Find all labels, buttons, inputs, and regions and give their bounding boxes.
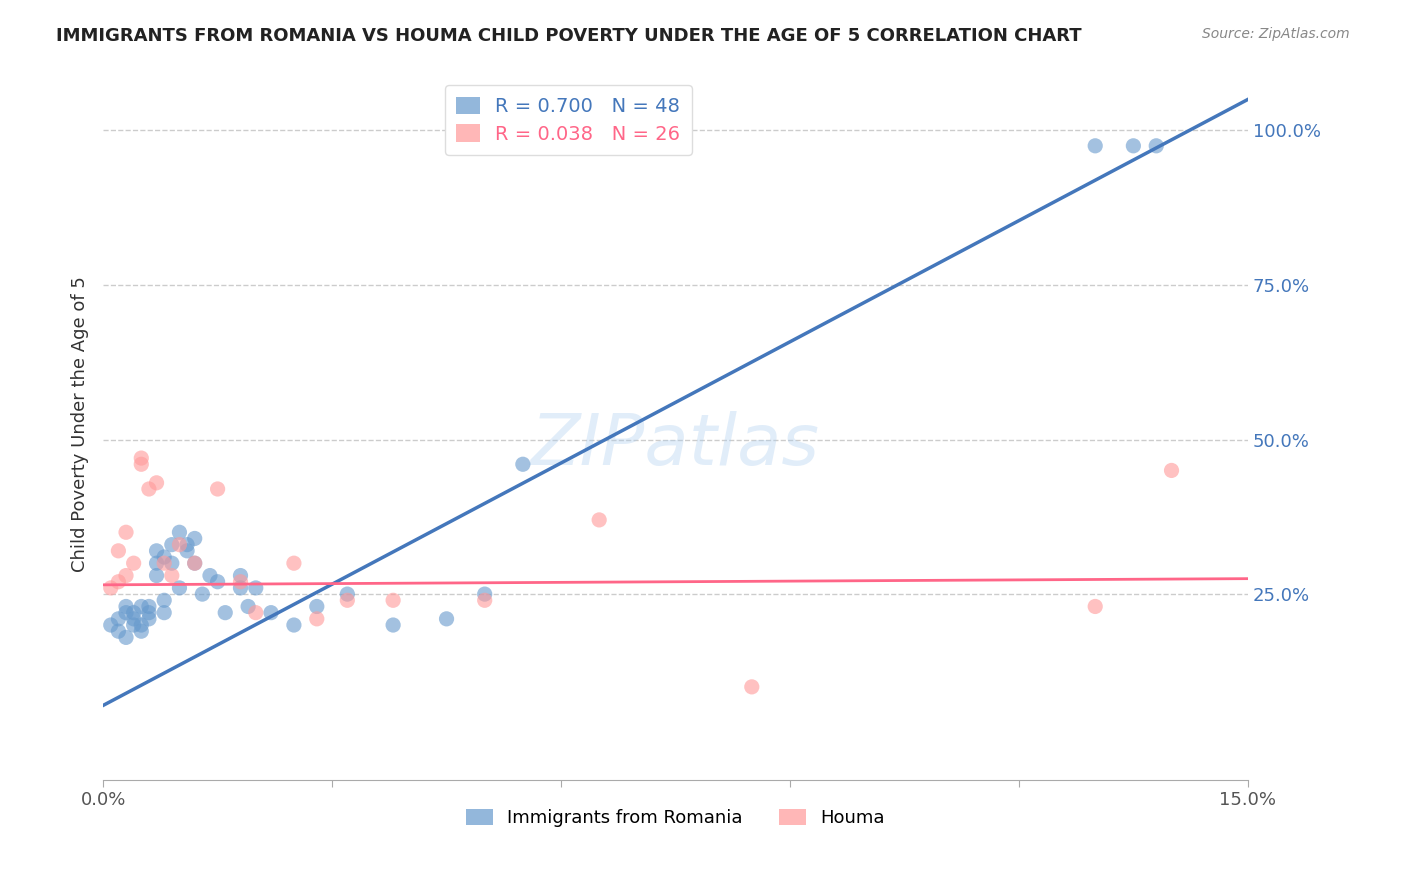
Point	[1160, 463, 1182, 477]
Point	[115, 606, 138, 620]
Point	[107, 574, 129, 589]
Point	[382, 593, 405, 607]
Point	[1122, 138, 1144, 153]
Text: Source: ZipAtlas.com: Source: ZipAtlas.com	[1202, 27, 1350, 41]
Point	[160, 556, 183, 570]
Point	[336, 587, 359, 601]
Point	[138, 482, 160, 496]
Point	[1144, 138, 1167, 153]
Point	[229, 568, 252, 582]
Point	[122, 612, 145, 626]
Point	[260, 606, 283, 620]
Point	[145, 475, 167, 490]
Point	[229, 574, 252, 589]
Y-axis label: Child Poverty Under the Age of 5: Child Poverty Under the Age of 5	[72, 277, 89, 572]
Point	[115, 631, 138, 645]
Point	[305, 612, 328, 626]
Point	[145, 568, 167, 582]
Point	[183, 556, 205, 570]
Point	[207, 482, 229, 496]
Point	[183, 556, 205, 570]
Point	[382, 618, 405, 632]
Point	[283, 618, 305, 632]
Text: ZIPatlas: ZIPatlas	[531, 411, 820, 480]
Point	[191, 587, 214, 601]
Point	[129, 451, 152, 466]
Point	[138, 612, 160, 626]
Point	[122, 556, 145, 570]
Point	[115, 599, 138, 614]
Point	[183, 532, 205, 546]
Point	[474, 587, 496, 601]
Point	[115, 525, 138, 540]
Point	[1084, 599, 1107, 614]
Point	[198, 568, 221, 582]
Point	[129, 457, 152, 471]
Point	[474, 593, 496, 607]
Point	[512, 457, 534, 471]
Point	[588, 513, 610, 527]
Point	[169, 581, 191, 595]
Point	[1084, 138, 1107, 153]
Point	[145, 556, 167, 570]
Point	[229, 581, 252, 595]
Point	[129, 618, 152, 632]
Point	[153, 556, 176, 570]
Point	[245, 606, 267, 620]
Point	[107, 624, 129, 639]
Point	[336, 593, 359, 607]
Point	[107, 612, 129, 626]
Point	[207, 574, 229, 589]
Point	[245, 581, 267, 595]
Point	[138, 599, 160, 614]
Point	[160, 568, 183, 582]
Point	[145, 544, 167, 558]
Point	[169, 525, 191, 540]
Point	[129, 624, 152, 639]
Point	[741, 680, 763, 694]
Point	[115, 568, 138, 582]
Point	[283, 556, 305, 570]
Point	[153, 606, 176, 620]
Text: IMMIGRANTS FROM ROMANIA VS HOUMA CHILD POVERTY UNDER THE AGE OF 5 CORRELATION CH: IMMIGRANTS FROM ROMANIA VS HOUMA CHILD P…	[56, 27, 1081, 45]
Point	[129, 599, 152, 614]
Point	[100, 618, 122, 632]
Point	[305, 599, 328, 614]
Point	[107, 544, 129, 558]
Point	[236, 599, 259, 614]
Point	[176, 544, 198, 558]
Point	[122, 618, 145, 632]
Point	[169, 538, 191, 552]
Point	[214, 606, 236, 620]
Point	[100, 581, 122, 595]
Point	[153, 549, 176, 564]
Point	[138, 606, 160, 620]
Point	[122, 606, 145, 620]
Legend: Immigrants from Romania, Houma: Immigrants from Romania, Houma	[458, 802, 893, 835]
Point	[160, 538, 183, 552]
Point	[176, 538, 198, 552]
Point	[436, 612, 458, 626]
Point	[153, 593, 176, 607]
